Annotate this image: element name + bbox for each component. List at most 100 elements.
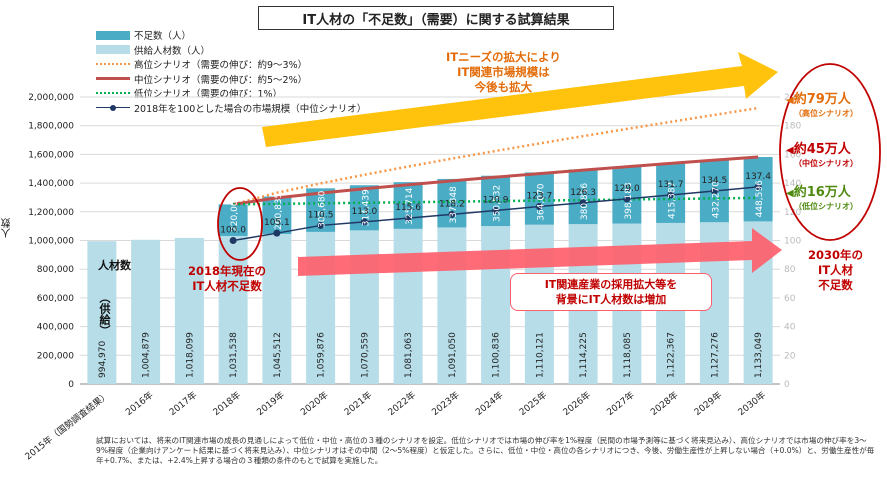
index-value-label: 123.7: [526, 191, 552, 201]
shortage-bar: [568, 169, 598, 225]
shortage-2030-line2: IT人材: [817, 263, 854, 277]
high-scenario-value: 約79万人: [793, 92, 851, 107]
supply-value-label: 1,004,879: [142, 332, 152, 378]
index-point: [623, 195, 631, 203]
shortage-value-label: 350,532: [493, 185, 503, 222]
index-value-label: 100.0: [220, 226, 246, 236]
legend-label: 供給人材数（人）: [134, 45, 211, 57]
x-tick-label: 2023年: [429, 389, 462, 418]
supply-bar: [262, 233, 292, 384]
y2-tick-label: 160: [784, 150, 801, 160]
supply-annotation-line2: （供給）: [98, 292, 111, 336]
x-tick-label: 2021年: [342, 389, 375, 418]
mid-scenario-result: ◀約45万人 （中位シナリオ）: [786, 142, 858, 168]
x-tick-label: 2024年: [473, 389, 506, 418]
x-tick-label: 2016年: [123, 389, 156, 418]
legend-label: 低位シナリオ（需要の伸び：1%）: [134, 89, 283, 101]
y-tick-label: 0: [68, 380, 74, 390]
legend-item-low: 低位シナリオ（需要の伸び：1%）: [96, 86, 388, 101]
supply-value-label: 1,081,063: [404, 332, 414, 378]
shortage-value-label: 380,856: [580, 183, 590, 220]
supply-annotation-line1: 人材数: [98, 259, 131, 272]
y2-tick-label: 180: [784, 122, 801, 132]
y-tick-label: 600,000: [37, 294, 74, 304]
high-scenario-sub: （高位シナリオ）: [794, 109, 858, 118]
index-value-label: 129.0: [614, 184, 640, 194]
x-tick-label: 2025年: [517, 389, 550, 418]
market-growth-arrow: [262, 52, 778, 147]
supply-bar: [174, 237, 204, 384]
legend-item-index: 2018年を100とした場合の市場規模（中位シナリオ）: [96, 101, 388, 116]
chart-title: IT人材の「不足数」（需要）に関する試算結果: [258, 6, 614, 30]
mid-scenario-value: 約45万人: [793, 142, 851, 157]
supply-value-label: 1,018,099: [185, 332, 195, 378]
index-point: [710, 187, 718, 195]
low-scenario-sub: （低位シナリオ）: [794, 202, 858, 211]
shortage-2018-line1: 2018年現在の: [188, 264, 267, 278]
supply-value-label: 1,070,559: [360, 332, 370, 378]
supply-bar: [87, 241, 117, 384]
x-tick-label: 2020年: [298, 389, 331, 418]
supply-value-label: 1,122,367: [667, 332, 677, 378]
hiring-annotation: IT関連産業の採用拡大等を 背景にIT人材数は増加: [510, 273, 712, 311]
index-point: [579, 199, 587, 207]
index-value-label: 120.9: [483, 196, 509, 206]
x-tick-label: 2028年: [648, 389, 681, 418]
supply-value-label: 1,031,538: [229, 332, 239, 378]
legend-item-supply: 供給人材数（人）: [96, 43, 388, 58]
shortage-bar: [524, 172, 554, 225]
x-tick-label: 2022年: [385, 389, 418, 418]
shortage-bar: [481, 175, 511, 227]
hiring-line2: 背景にIT人材数は増加: [555, 293, 667, 306]
y2-tick-label: 200: [784, 93, 801, 103]
index-value-label: 137.4: [745, 172, 771, 182]
x-tick-label: 2029年: [692, 389, 725, 418]
shortage-2018-annotation: 2018年現在の IT人材不足数: [188, 264, 266, 294]
index-value-label: 113.0: [351, 207, 377, 217]
supply-value-label: 1,118,085: [623, 332, 633, 378]
y-tick-label: 2,000,000: [28, 93, 74, 103]
it-needs-line2: IT関連市場規模は: [457, 65, 550, 79]
legend-item-shortage: 不足数（人）: [96, 28, 388, 43]
y-tick-label: 1,000,000: [28, 237, 74, 247]
workforce-growth-arrow: [298, 228, 782, 276]
x-tick-label: 2017年: [167, 389, 200, 418]
hiring-line1: IT関連産業の採用拡大等を: [544, 278, 678, 291]
x-tick-label: 2018年: [210, 389, 243, 418]
index-point: [317, 221, 325, 229]
x-tick-label: 2027年: [604, 389, 637, 418]
shortage-value-label: 260,835: [274, 193, 284, 230]
supply-value-label: 1,133,049: [754, 332, 764, 378]
low-scenario-result: ◀約16万人 （低位シナリオ）: [786, 185, 858, 211]
supply-value-label: 1,059,876: [317, 332, 327, 378]
shortage-2030-line1: 2030年の: [808, 248, 864, 262]
shortage-value-label: 325,714: [405, 187, 415, 224]
y2-tick-label: 140: [784, 179, 801, 189]
shortage-value-label: 448,596: [755, 180, 765, 217]
shortage-2030-annotation: 2030年の IT人材 不足数: [808, 248, 863, 293]
legend-label: 不足数（人）: [134, 31, 192, 43]
index-value-label: 126.3: [570, 188, 596, 198]
y-tick-label: 1,200,000: [28, 208, 74, 218]
shortage-bar: [612, 166, 642, 224]
x-tick-label: 2019年: [254, 389, 287, 418]
y2-tick-label: 80: [784, 265, 796, 275]
index-point: [360, 218, 368, 226]
y2-tick-label: 120: [784, 208, 801, 218]
shortage-value-label: 314,439: [361, 189, 371, 226]
legend: 不足数（人） 供給人材数（人） 高位シナリオ（需要の伸び：約9～3%） 中位シナ…: [96, 28, 388, 115]
index-point: [229, 237, 237, 244]
y2-tick-label: 20: [784, 351, 796, 361]
x-tick-label: 2030年: [735, 389, 768, 418]
index-point: [448, 210, 456, 218]
shortage-bar: [262, 196, 292, 234]
x-tick-label: 2026年: [560, 389, 593, 418]
index-point: [667, 191, 675, 199]
shortage-bar: [218, 204, 248, 236]
y2-tick-label: 40: [784, 323, 796, 333]
y-tick-label: 800,000: [37, 265, 74, 275]
index-value-label: 110.5: [308, 210, 334, 220]
index-point: [404, 214, 412, 222]
high-scenario-line: [232, 106, 759, 206]
